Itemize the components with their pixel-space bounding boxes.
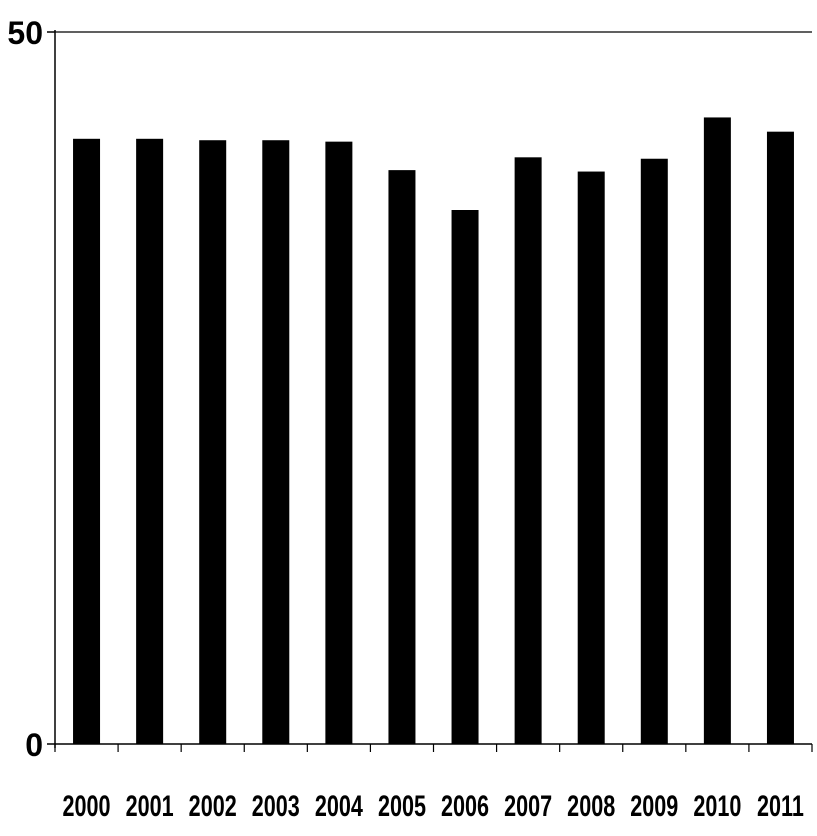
x-tick-label-2008: 2008 bbox=[567, 788, 615, 822]
x-tick-label-2010: 2010 bbox=[693, 788, 741, 822]
x-tick-label-2006: 2006 bbox=[441, 788, 489, 822]
x-tick-label-2009: 2009 bbox=[630, 788, 678, 822]
bar-2002 bbox=[199, 140, 227, 744]
x-tick-label-2005: 2005 bbox=[378, 788, 426, 822]
bar-2001 bbox=[136, 138, 164, 745]
plot-area: 0 50 2000 2001 2002 2003 2004 2005 2006 2007 2008 2… bbox=[7, 15, 813, 823]
x-tick-label-2002: 2002 bbox=[189, 788, 237, 822]
y-tick-label: 50 bbox=[7, 15, 43, 51]
bar-2009 bbox=[640, 158, 668, 745]
bar-2007 bbox=[514, 157, 542, 744]
x-tick-label-2007: 2007 bbox=[504, 788, 552, 822]
bar-2003 bbox=[262, 140, 290, 744]
bar-2011 bbox=[766, 131, 794, 744]
x-tick-label-2000: 2000 bbox=[63, 788, 111, 822]
x-tick-label-2001: 2001 bbox=[126, 788, 174, 822]
x-tick-label-2004: 2004 bbox=[315, 788, 363, 822]
bar-2006 bbox=[451, 210, 479, 744]
y-tick-label: 0 bbox=[25, 727, 43, 763]
bar-2005 bbox=[388, 170, 416, 745]
bar-2004 bbox=[325, 141, 353, 744]
bar-2008 bbox=[577, 171, 605, 744]
x-tick-label-2003: 2003 bbox=[252, 788, 300, 822]
x-tick-label-2011: 2011 bbox=[757, 788, 804, 822]
bar-2010 bbox=[703, 117, 731, 744]
bar-2000 bbox=[73, 138, 101, 745]
